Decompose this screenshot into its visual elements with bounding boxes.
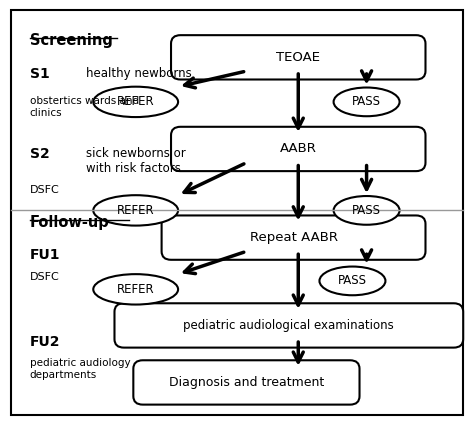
Text: pediatric audiological examinations: pediatric audiological examinations: [183, 319, 394, 332]
Text: sick newborns or
with risk factors: sick newborns or with risk factors: [86, 147, 186, 175]
Ellipse shape: [93, 274, 178, 305]
Text: obstertics wards and
clinics: obstertics wards and clinics: [30, 96, 139, 118]
Text: S1: S1: [30, 67, 49, 81]
FancyBboxPatch shape: [133, 360, 359, 405]
Ellipse shape: [319, 266, 385, 295]
Text: REFER: REFER: [117, 95, 155, 108]
Text: AABR: AABR: [280, 142, 317, 156]
Ellipse shape: [93, 87, 178, 117]
Text: PASS: PASS: [338, 275, 367, 287]
Text: PASS: PASS: [352, 204, 381, 217]
Text: FU2: FU2: [30, 335, 60, 349]
FancyBboxPatch shape: [171, 35, 426, 79]
Ellipse shape: [334, 196, 400, 225]
Ellipse shape: [334, 88, 400, 116]
Text: S2: S2: [30, 147, 49, 161]
FancyBboxPatch shape: [11, 10, 463, 415]
Text: REFER: REFER: [117, 283, 155, 296]
Text: FU1: FU1: [30, 248, 60, 262]
Ellipse shape: [93, 195, 178, 226]
Text: Follow-up: Follow-up: [30, 215, 109, 230]
FancyBboxPatch shape: [171, 127, 426, 171]
Text: REFER: REFER: [117, 204, 155, 217]
Text: Repeat AABR: Repeat AABR: [249, 231, 337, 244]
Text: DSFC: DSFC: [30, 272, 59, 283]
Text: DSFC: DSFC: [30, 185, 59, 195]
FancyBboxPatch shape: [115, 303, 463, 348]
Text: Diagnosis and treatment: Diagnosis and treatment: [169, 376, 324, 389]
Text: healthy newborns: healthy newborns: [86, 67, 192, 80]
Text: PASS: PASS: [352, 95, 381, 108]
Text: TEOAE: TEOAE: [276, 51, 320, 64]
Text: Screening: Screening: [30, 33, 112, 48]
Text: pediatric audiology
departments: pediatric audiology departments: [30, 358, 130, 380]
FancyBboxPatch shape: [162, 215, 426, 260]
